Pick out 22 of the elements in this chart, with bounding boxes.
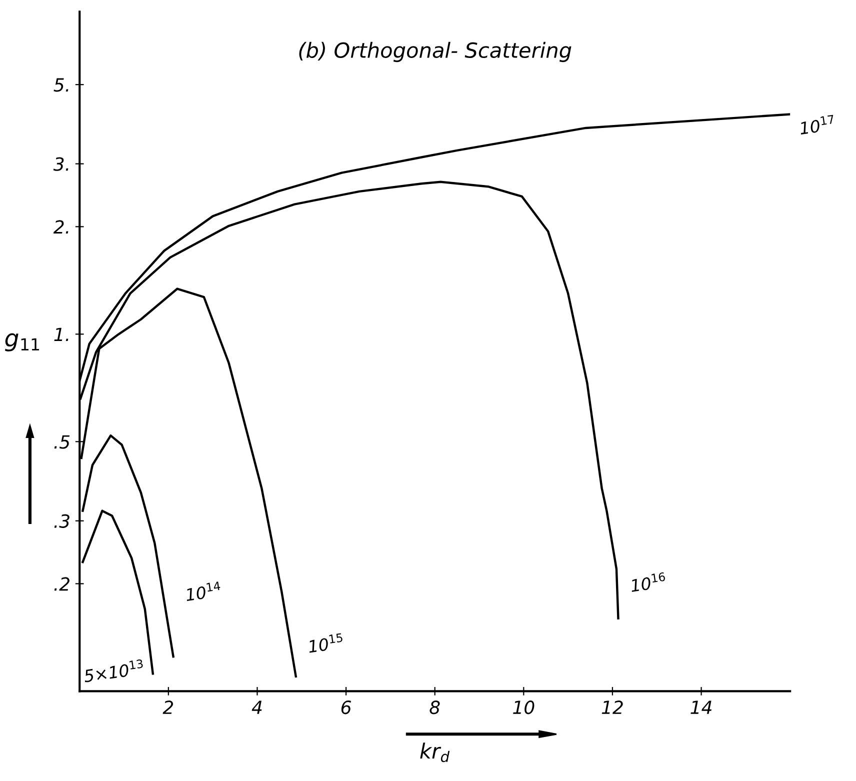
x-tick-label: 6 — [341, 700, 351, 714]
x-tick-label: 2 — [162, 700, 174, 714]
text: 5×10$^{13}$ — [82, 659, 144, 682]
y-tick-label: 1. — [54, 328, 68, 342]
text: 10$^{16}$ — [630, 572, 666, 592]
x-tick-label: 14 — [690, 700, 712, 714]
x-tick-label: 8 — [430, 700, 440, 714]
y-tick-label: 3. — [53, 157, 68, 171]
text: 10$^{14}$ — [184, 581, 222, 602]
x-axis-title: kr$_{d}$ — [420, 742, 450, 762]
x-tick-label: 4 — [252, 700, 262, 714]
y-tick-label: 5. — [54, 78, 68, 92]
x-tick-label: 12 — [602, 700, 623, 714]
y-tick-label: .2 — [54, 577, 70, 591]
text: 10$^{17}$ — [798, 114, 836, 135]
y-axis-title: g$_{11}$ — [5, 333, 39, 352]
y-tick-label: .5 — [54, 435, 70, 449]
x-tick-label: 10 — [513, 700, 534, 714]
text: (b) Orthogonal- Scattering — [299, 42, 572, 62]
y-tick-label: .3 — [54, 514, 70, 528]
y-tick-label: 2. — [53, 220, 68, 234]
text: 10$^{15}$ — [307, 633, 344, 653]
